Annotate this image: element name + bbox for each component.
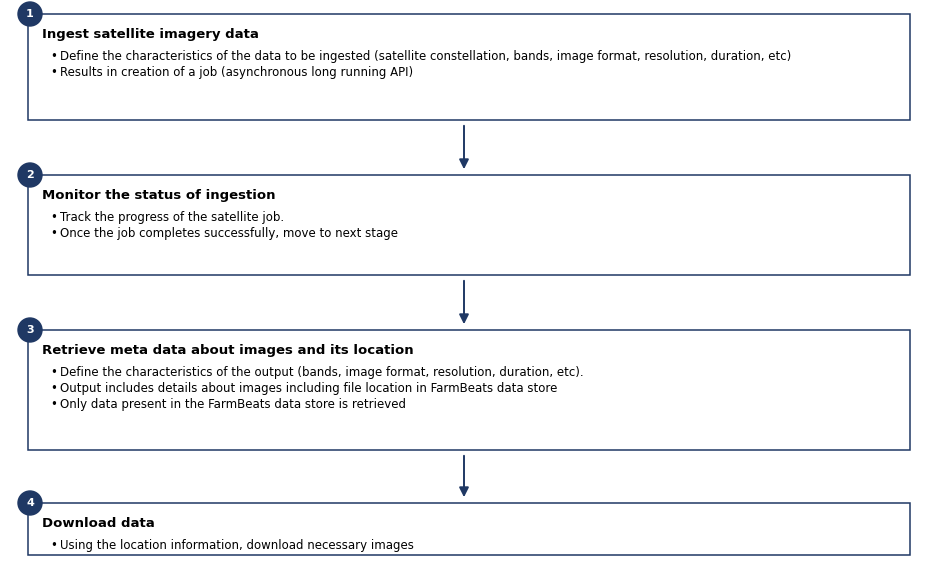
Text: 3: 3 — [26, 325, 33, 335]
Text: •: • — [50, 382, 57, 395]
Circle shape — [18, 2, 42, 26]
Text: Monitor the status of ingestion: Monitor the status of ingestion — [42, 189, 275, 202]
Text: 4: 4 — [26, 498, 34, 508]
Circle shape — [18, 163, 42, 187]
Circle shape — [18, 491, 42, 515]
Text: •: • — [50, 50, 57, 63]
Text: •: • — [50, 539, 57, 552]
Text: Track the progress of the satellite job.: Track the progress of the satellite job. — [60, 211, 284, 224]
Text: 2: 2 — [26, 170, 34, 180]
Text: Define the characteristics of the output (bands, image format, resolution, durat: Define the characteristics of the output… — [60, 366, 583, 379]
Text: 1: 1 — [26, 9, 34, 19]
Text: •: • — [50, 66, 57, 79]
Text: Download data: Download data — [42, 517, 155, 530]
Circle shape — [18, 318, 42, 342]
Bar — [28, 14, 909, 120]
Text: Output includes details about images including file location in FarmBeats data s: Output includes details about images inc… — [60, 382, 557, 395]
Text: Results in creation of a job (asynchronous long running API): Results in creation of a job (asynchrono… — [60, 66, 413, 79]
Text: Retrieve meta data about images and its location: Retrieve meta data about images and its … — [42, 344, 413, 357]
Text: Using the location information, download necessary images: Using the location information, download… — [60, 539, 413, 552]
Text: Once the job completes successfully, move to next stage: Once the job completes successfully, mov… — [60, 227, 398, 240]
Bar — [28, 503, 909, 555]
Bar — [28, 330, 909, 450]
Text: •: • — [50, 227, 57, 240]
Text: •: • — [50, 366, 57, 379]
Text: Ingest satellite imagery data: Ingest satellite imagery data — [42, 28, 259, 41]
Text: •: • — [50, 211, 57, 224]
Text: Only data present in the FarmBeats data store is retrieved: Only data present in the FarmBeats data … — [60, 398, 406, 411]
Bar — [28, 175, 909, 275]
Text: Define the characteristics of the data to be ingested (satellite constellation, : Define the characteristics of the data t… — [60, 50, 791, 63]
Text: •: • — [50, 398, 57, 411]
